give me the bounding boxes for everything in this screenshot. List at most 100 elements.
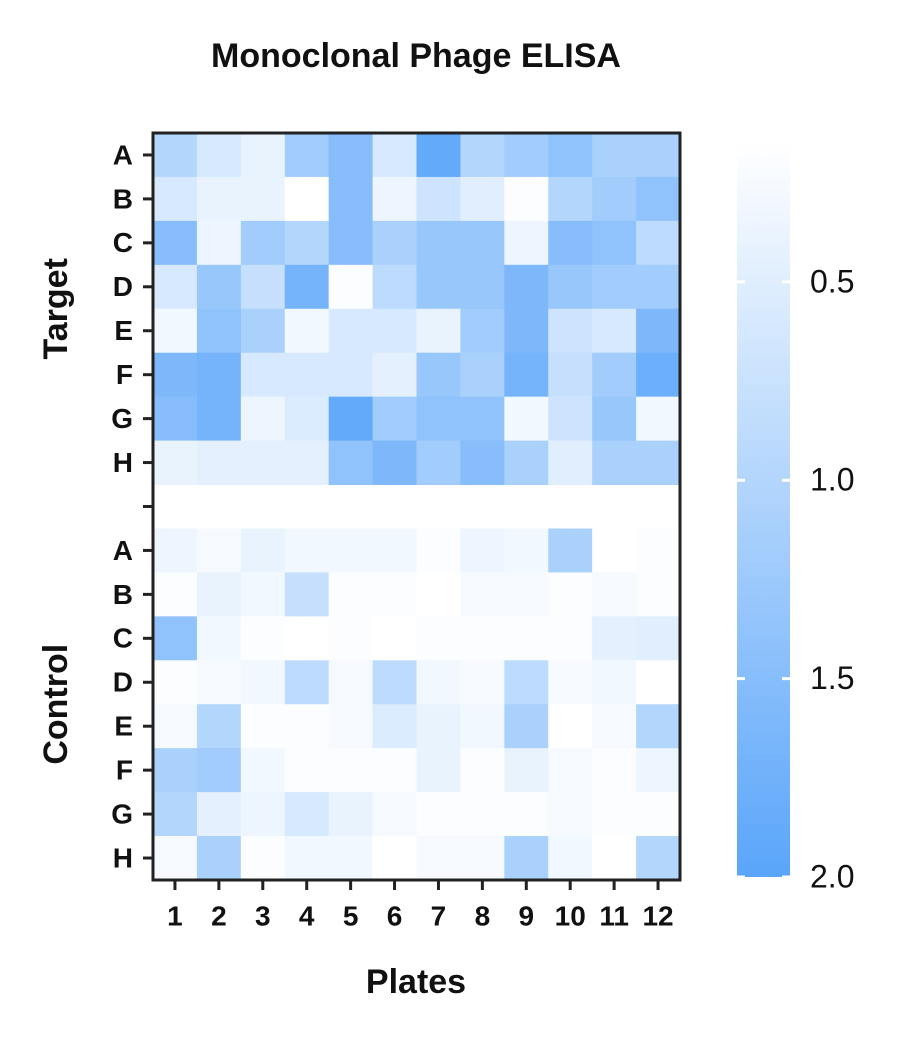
- x-tick-label: 2: [211, 900, 227, 931]
- heat-cell: [372, 352, 417, 398]
- heat-cell: [460, 133, 505, 178]
- heat-cell: [153, 572, 198, 617]
- heat-cell: [416, 176, 461, 222]
- y-tick-label: G: [111, 798, 133, 829]
- heat-cell: [153, 748, 198, 793]
- y-tick-label: H: [113, 447, 133, 478]
- heat-cell: [153, 704, 198, 749]
- heat-cell: [504, 792, 549, 837]
- heat-cell: [240, 836, 286, 881]
- heat-cell: [592, 396, 637, 442]
- heat-cell: [416, 836, 461, 881]
- heat-cell: [153, 836, 198, 881]
- heat-cell: [548, 133, 593, 178]
- heat-cell: [636, 264, 681, 310]
- x-tick-label: 8: [475, 900, 491, 931]
- x-tick-label: 6: [387, 900, 403, 931]
- heat-cell: [416, 264, 461, 310]
- heat-cell: [328, 572, 374, 617]
- heat-cell: [284, 792, 330, 837]
- x-tick-label: 12: [642, 900, 673, 931]
- heat-cell: [328, 396, 374, 442]
- heat-cell: [328, 308, 374, 354]
- heat-cell: [548, 264, 593, 310]
- heat-cell: [504, 748, 549, 793]
- heat-cell: [636, 572, 681, 617]
- heat-cell: [372, 133, 417, 178]
- x-tick-label: 3: [255, 900, 271, 931]
- heat-cell: [460, 748, 505, 793]
- heat-cell: [196, 264, 242, 310]
- heat-cell: [504, 528, 549, 573]
- x-axis-label: Plates: [366, 963, 466, 1001]
- heat-cell: [328, 616, 374, 661]
- heat-cell: [153, 660, 198, 705]
- heat-cell: [416, 572, 461, 617]
- heat-cell: [153, 396, 198, 442]
- heat-cell: [548, 704, 593, 749]
- heat-cell: [372, 176, 417, 222]
- heat-cell: [328, 528, 374, 573]
- colorbar-tick-label: 0.5: [810, 263, 854, 299]
- heat-cell: [416, 133, 461, 178]
- heat-cell: [372, 792, 417, 837]
- heat-cell: [240, 528, 286, 573]
- heat-cell: [284, 396, 330, 442]
- heat-cell: [416, 616, 461, 661]
- heat-cell: [504, 396, 549, 442]
- heat-cell: [548, 528, 593, 573]
- heat-cell: [328, 133, 374, 178]
- heat-cell: [284, 572, 330, 617]
- heat-cell: [592, 660, 637, 705]
- x-tick-label: 1: [167, 900, 183, 931]
- y-tick-label: E: [114, 315, 133, 346]
- heat-cell: [504, 616, 549, 661]
- heat-cell: [153, 308, 198, 354]
- heat-cell: [636, 396, 681, 442]
- heat-cell: [240, 660, 286, 705]
- heat-cell: [416, 704, 461, 749]
- y-tick-label: C: [113, 227, 133, 258]
- heat-cell: [372, 264, 417, 310]
- y-tick-label: B: [113, 579, 133, 610]
- heat-cell: [548, 616, 593, 661]
- heat-cell: [504, 704, 549, 749]
- y-tick-label: F: [116, 359, 133, 390]
- colorbar-tick-label: 1.0: [810, 462, 854, 498]
- heat-cell: [416, 660, 461, 705]
- heat-cell: [548, 792, 593, 837]
- heat-cell: [328, 264, 374, 310]
- heat-cell: [153, 528, 198, 573]
- heat-cell: [592, 220, 637, 266]
- heat-cell: [328, 704, 374, 749]
- heat-cell: [548, 748, 593, 793]
- heat-cell: [328, 220, 374, 266]
- heat-cell: [636, 133, 681, 178]
- heat-cell: [504, 836, 549, 881]
- heat-cell: [196, 836, 242, 881]
- heat-cell: [196, 660, 242, 705]
- heat-cell: [460, 792, 505, 837]
- x-tick-label: 5: [343, 900, 359, 931]
- heat-cell: [416, 396, 461, 442]
- heat-cell: [284, 133, 330, 178]
- heat-cell: [196, 616, 242, 661]
- heat-cell: [240, 176, 286, 222]
- y-tick-label: A: [113, 535, 133, 566]
- heat-cell: [328, 176, 374, 222]
- heat-cell: [153, 264, 198, 310]
- heat-cell: [416, 748, 461, 793]
- heat-cell: [636, 792, 681, 837]
- heat-cell: [504, 352, 549, 398]
- heat-cell: [196, 572, 242, 617]
- heat-cell: [592, 308, 637, 354]
- heat-cell: [460, 572, 505, 617]
- heat-cell: [548, 352, 593, 398]
- heat-cell: [284, 176, 330, 222]
- heat-cell: [636, 836, 681, 881]
- heat-cell: [153, 352, 198, 398]
- heat-cell: [240, 133, 286, 178]
- colorbar-tick-label: 1.5: [810, 660, 854, 696]
- heat-cell: [592, 836, 637, 881]
